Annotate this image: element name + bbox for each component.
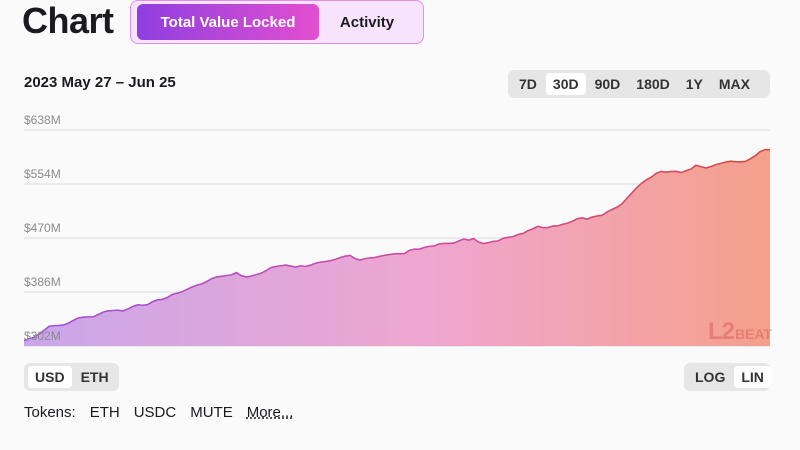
token-mute[interactable]: MUTE [190,404,233,421]
y-tick-label: $470M [24,221,61,235]
y-tick-label: $554M [24,167,61,181]
unit-eth-button[interactable]: ETH [80,369,109,385]
watermark-number: L2 [708,318,735,345]
tab-total-value-locked[interactable]: Total Value Locked [137,4,319,40]
date-range-label: 2023 May 27 – Jun 25 [24,74,176,91]
view-toggle: Total Value Locked Activity [130,0,424,44]
page-title: Chart [22,0,114,41]
tvl-area [24,149,770,346]
tokens-label: Tokens: [24,404,76,421]
time-range-selector: 7D 30D 90D 180D 1Y MAX [508,70,770,98]
tab-activity[interactable]: Activity [339,13,395,31]
range-90d-button[interactable]: 90D [594,76,621,92]
unit-selector: USD ETH [24,363,119,391]
tokens-row: Tokens: ETH USDC MUTE More... [24,404,293,421]
tokens-more-link[interactable]: More... [246,404,294,421]
range-7d-button[interactable]: 7D [519,76,537,92]
l2beat-watermark: L2 BEAT [708,318,772,346]
token-eth[interactable]: ETH [89,404,120,421]
range-180d-button[interactable]: 180D [636,76,670,92]
y-tick-label: $638M [24,113,61,127]
watermark-word: BEAT [735,326,773,342]
y-tick-label: $302M [24,329,61,343]
scale-lin-button[interactable]: LIN [734,366,771,388]
range-30d-button[interactable]: 30D [545,73,586,95]
scale-selector: LOG LIN [684,363,771,391]
range-1y-button[interactable]: 1Y [685,76,703,92]
y-tick-label: $386M [24,275,61,289]
range-max-button[interactable]: MAX [718,76,750,92]
tvl-series-line [23,148,770,342]
token-usdc[interactable]: USDC [133,404,177,421]
unit-usd-button[interactable]: USD [28,366,72,388]
scale-log-button[interactable]: LOG [695,369,726,385]
